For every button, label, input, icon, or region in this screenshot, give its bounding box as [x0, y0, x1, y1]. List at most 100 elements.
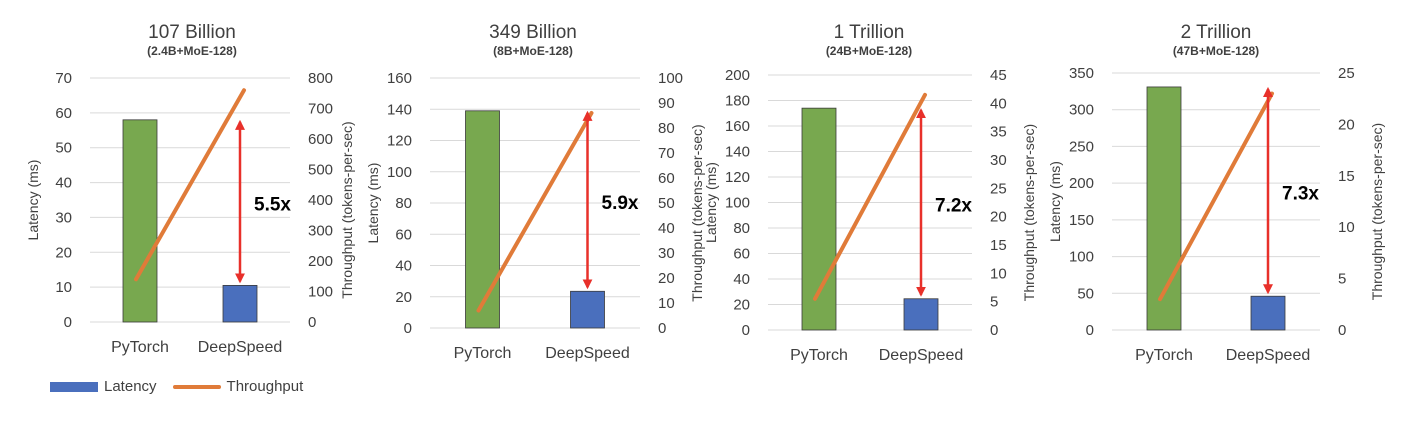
bar-deepspeed [1250, 295, 1286, 331]
y-tick-label: 60 [395, 226, 412, 243]
y2-tick-label: 60 [658, 170, 675, 187]
y-tick-label: 120 [387, 133, 412, 150]
y2-tick-label: 30 [658, 245, 675, 262]
category-label: DeepSpeed [198, 339, 283, 356]
y2-tick-label: 300 [308, 223, 333, 240]
throughput-line [813, 92, 927, 301]
y2-tick-label: 0 [658, 320, 666, 337]
y2-tick-label: 30 [990, 152, 1007, 169]
y-tick-label: 100 [1069, 249, 1094, 266]
chart-title: 107 Billion [148, 22, 236, 43]
bar-deepspeed [570, 290, 605, 329]
chart-subtitle: (24B+MoE-128) [826, 44, 912, 58]
y2-tick-label: 80 [658, 120, 675, 137]
bar-pytorch [465, 110, 500, 329]
y2-tick-label: 40 [658, 220, 675, 237]
bar-deepspeed [903, 298, 939, 331]
y2-tick-label: 20 [1338, 116, 1355, 133]
chart-panel-1: 0102030405060700100200300400500600700800… [25, 22, 355, 356]
y-tick-label: 160 [387, 70, 412, 87]
y2-tick-label: 700 [308, 101, 333, 118]
y2-tick-label: 10 [1338, 219, 1355, 236]
y2-tick-label: 45 [990, 67, 1007, 84]
y2-tick-label: 10 [990, 265, 1007, 282]
y-tick-label: 0 [1086, 322, 1094, 339]
y-tick-label: 60 [733, 246, 750, 263]
y-tick-label: 20 [55, 244, 72, 261]
y2-tick-label: 15 [990, 237, 1007, 254]
y-axis-label: Latency (ms) [25, 160, 41, 241]
chart-title: 2 Trillion [1181, 22, 1252, 43]
y-tick-label: 80 [733, 220, 750, 237]
y-tick-label: 140 [725, 144, 750, 161]
y-tick-label: 50 [1077, 285, 1094, 302]
chart-title: 1 Trillion [834, 22, 905, 43]
legend-item-throughput: Throughput [172, 378, 304, 395]
speedup-label: 7.2x [935, 195, 972, 216]
category-label: PyTorch [1135, 347, 1193, 364]
y2-tick-label: 20 [658, 270, 675, 287]
chart-panel-3: 0 20 40 60 80 100 120 140 160 180 200 0 5 10 15 20 25 30 3… [703, 22, 1037, 364]
bar-pytorch [801, 107, 837, 331]
y-tick-label: 140 [387, 101, 412, 118]
category-label: DeepSpeed [879, 347, 964, 364]
y2-tick-label: 70 [658, 145, 675, 162]
y-tick-label: 30 [55, 209, 72, 226]
y-tick-label: 300 [1069, 102, 1094, 119]
y-tick-label: 40 [55, 175, 72, 192]
chart-subtitle: (2.4B+MoE-128) [147, 44, 237, 58]
speedup-label: 5.5x [254, 195, 291, 216]
y2-tick-label: 25 [990, 180, 1007, 197]
chart-title: 349 Billion [489, 22, 577, 43]
legend: Latency Throughput [50, 378, 303, 395]
chart-panel-4: 0 50 100 150 200 250 300 350 0 5 10 15 20 25 2 Trillio… [1047, 22, 1385, 364]
y-tick-label: 0 [742, 322, 750, 339]
y2-axis-label: Throughput (tokens-per-sec) [1021, 124, 1037, 301]
legend-label-throughput: Throughput [226, 378, 304, 395]
legend-swatch-throughput [172, 384, 221, 389]
bar-pytorch [122, 119, 158, 323]
category-label: DeepSpeed [1226, 347, 1311, 364]
y2-tick-label: 200 [308, 253, 333, 270]
y2-tick-label: 40 [990, 95, 1007, 112]
y-tick-label: 40 [733, 271, 750, 288]
y-tick-label: 120 [725, 169, 750, 186]
y2-tick-label: 5 [1338, 271, 1346, 288]
y2-tick-label: 100 [658, 70, 683, 87]
y-tick-label: 60 [55, 105, 72, 122]
chart-subtitle: (8B+MoE-128) [493, 44, 573, 58]
y-tick-label: 180 [725, 93, 750, 110]
y2-tick-label: 600 [308, 131, 333, 148]
y-tick-label: 100 [725, 195, 750, 212]
y-tick-label: 70 [55, 70, 72, 87]
y-tick-label: 160 [725, 118, 750, 135]
y2-axis-label: Throughput (tokens-per-sec) [1369, 123, 1385, 300]
y-tick-label: 200 [1069, 175, 1094, 192]
y2-tick-label: 0 [308, 314, 316, 331]
y-axis-label: Latency (ms) [365, 163, 381, 244]
category-label: DeepSpeed [545, 345, 630, 362]
y2-tick-label: 800 [308, 70, 333, 87]
y2-tick-label: 5 [990, 294, 998, 311]
y-tick-label: 200 [725, 67, 750, 84]
y-axis-label: Latency (ms) [1047, 161, 1063, 242]
y2-tick-label: 35 [990, 124, 1007, 141]
category-label: PyTorch [790, 347, 848, 364]
y2-tick-label: 15 [1338, 168, 1355, 185]
y-tick-label: 250 [1069, 138, 1094, 155]
y2-tick-label: 50 [658, 195, 675, 212]
y-axis-label: Latency (ms) [703, 162, 719, 243]
category-label: PyTorch [111, 339, 169, 356]
y-tick-label: 50 [55, 140, 72, 157]
speedup-label: 7.3x [1282, 184, 1319, 205]
y2-tick-label: 90 [658, 95, 675, 112]
y-tick-label: 150 [1069, 212, 1094, 229]
y-tick-label: 20 [733, 297, 750, 314]
legend-label-latency: Latency [104, 378, 157, 395]
bar-deepspeed [222, 284, 258, 323]
chart-subtitle: (47B+MoE-128) [1173, 44, 1259, 58]
y2-tick-label: 0 [990, 322, 998, 339]
y-tick-label: 10 [55, 279, 72, 296]
y2-tick-label: 0 [1338, 322, 1346, 339]
